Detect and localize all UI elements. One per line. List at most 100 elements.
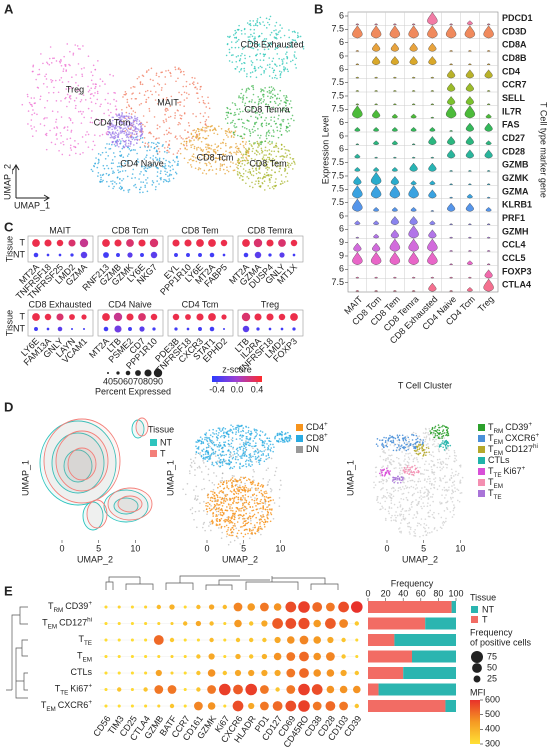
- cell-point: [209, 125, 212, 128]
- cell-point: [177, 77, 179, 80]
- cell-point: [433, 473, 435, 476]
- cell-point: [108, 121, 111, 124]
- cell-point: [132, 110, 135, 112]
- dot: [209, 326, 215, 332]
- cell-point: [263, 460, 266, 463]
- cell-point: [194, 495, 197, 497]
- cell-point: [377, 495, 379, 498]
- dot: [139, 326, 145, 332]
- cell-point: [202, 136, 204, 139]
- cell-point: [248, 88, 251, 90]
- cell-point: [267, 142, 270, 144]
- legend-label: T: [160, 448, 166, 458]
- cell-point: [142, 174, 145, 176]
- cell-point: [236, 521, 239, 523]
- cell-point: [136, 118, 139, 121]
- cell-point: [88, 89, 91, 92]
- violin: [411, 290, 416, 292]
- dot: [290, 313, 298, 321]
- cell-point: [141, 132, 144, 135]
- cell-point: [210, 490, 212, 493]
- cell-point: [57, 91, 60, 94]
- cell-point: [268, 106, 271, 108]
- cell-point: [424, 440, 426, 443]
- dot: [174, 253, 178, 257]
- violin: [465, 82, 474, 92]
- cell-point: [226, 122, 229, 125]
- cell-point: [230, 41, 233, 43]
- cell-point: [127, 136, 130, 139]
- cell-point: [198, 132, 201, 135]
- cell-point: [205, 130, 208, 132]
- cell-point: [207, 496, 209, 499]
- cell-point: [114, 145, 117, 147]
- cell-point: [262, 477, 265, 480]
- cell-point: [246, 45, 249, 47]
- violin: [374, 156, 378, 159]
- cell-point: [379, 474, 382, 477]
- violin: [374, 23, 378, 26]
- cell-point: [211, 462, 214, 464]
- cell-point: [165, 98, 168, 101]
- dot: [353, 685, 361, 694]
- cell-point: [274, 146, 276, 148]
- cell-point: [236, 145, 238, 148]
- label-part: EM: [48, 624, 57, 631]
- cell-point: [280, 133, 283, 136]
- cell-point: [247, 152, 250, 154]
- cell-point: [396, 434, 399, 437]
- cell-point: [390, 519, 393, 522]
- dot: [274, 636, 281, 644]
- cell-point: [381, 466, 383, 469]
- cell-point: [230, 54, 233, 57]
- cell-point: [429, 480, 431, 483]
- cell-point: [239, 455, 241, 458]
- cell-point: [382, 479, 384, 482]
- cell-point: [213, 491, 216, 494]
- cell-point: [257, 128, 259, 130]
- cell-point: [429, 477, 431, 480]
- x-tick-label: 20: [381, 588, 391, 598]
- cell-point: [291, 162, 293, 165]
- cell-point: [54, 143, 57, 146]
- cell-point: [402, 517, 405, 520]
- cell-point: [225, 495, 227, 497]
- axis-title: Tissue: [4, 310, 14, 336]
- panel-frame: [97, 235, 164, 263]
- legend-title: of positive cells: [470, 637, 532, 647]
- cell-point: [414, 464, 416, 467]
- violin: [393, 276, 397, 279]
- cell-point: [277, 118, 279, 120]
- cell-point: [289, 434, 291, 437]
- density-contour: [113, 497, 139, 515]
- cell-point: [235, 142, 237, 145]
- cell-point: [262, 484, 265, 487]
- cell-point: [281, 119, 283, 121]
- dot: [208, 239, 216, 247]
- cell-point: [118, 122, 121, 125]
- dot: [285, 601, 297, 613]
- cell-point: [270, 135, 273, 137]
- cell-point: [142, 115, 145, 117]
- cell-point: [221, 509, 224, 512]
- cell-point: [116, 144, 118, 147]
- dot: [196, 670, 201, 676]
- cell-point: [378, 472, 381, 475]
- cell-point: [61, 81, 64, 83]
- cell-point: [258, 434, 261, 436]
- cell-point: [446, 508, 449, 511]
- cell-point: [247, 490, 249, 492]
- cell-point: [226, 43, 229, 45]
- cell-point: [250, 519, 252, 522]
- cell-point: [278, 438, 281, 440]
- cell-point: [127, 142, 130, 145]
- cell-point: [235, 501, 238, 504]
- cell-point: [198, 439, 201, 442]
- cell-point: [149, 157, 152, 159]
- cell-point: [400, 510, 402, 513]
- cell-point: [128, 139, 130, 142]
- cell-point: [447, 489, 450, 491]
- cell-point: [237, 29, 240, 31]
- cell-point: [255, 162, 257, 165]
- cell-point: [140, 186, 142, 189]
